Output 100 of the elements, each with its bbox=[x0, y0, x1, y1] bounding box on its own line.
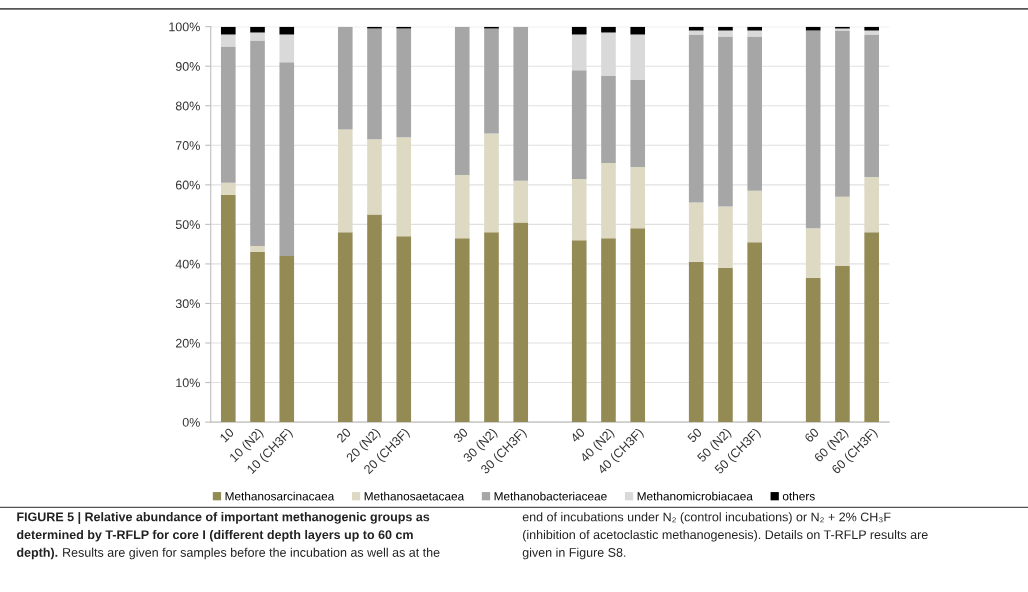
x-tick-label: 60 bbox=[804, 427, 820, 443]
y-tick-label: 80% bbox=[175, 101, 200, 111]
bar bbox=[835, 196, 850, 266]
text: determined by T-RFLP for core I (different depth layers up to 60 cm bbox=[16, 529, 413, 542]
bar bbox=[250, 246, 265, 253]
caption: FIGURE 5 | Relative abundance of important methanogenic groups as bbox=[17, 512, 430, 524]
bar bbox=[747, 242, 763, 423]
bar bbox=[718, 267, 733, 423]
bar bbox=[337, 232, 353, 423]
bar bbox=[279, 62, 295, 256]
bar bbox=[279, 34, 295, 63]
bar bbox=[220, 194, 236, 423]
bar bbox=[367, 139, 382, 215]
y-tick-label: 40% bbox=[175, 259, 200, 269]
bar bbox=[250, 26, 265, 33]
bar bbox=[805, 30, 821, 229]
bar bbox=[805, 277, 821, 423]
bar bbox=[805, 26, 821, 31]
bar bbox=[513, 180, 529, 223]
y-tick-label: 30% bbox=[175, 299, 200, 309]
bar bbox=[601, 238, 616, 423]
legend-label: Methanobacteriaceae bbox=[494, 491, 607, 501]
bar bbox=[571, 26, 587, 35]
bar bbox=[747, 36, 763, 191]
bar bbox=[571, 240, 587, 423]
bar bbox=[688, 261, 704, 423]
text: depth). bbox=[16, 547, 58, 560]
legend-label: others bbox=[782, 491, 815, 501]
y-tick-label: 50% bbox=[175, 220, 200, 230]
bar bbox=[396, 236, 412, 423]
bar bbox=[601, 76, 616, 164]
bar bbox=[337, 129, 353, 233]
bar bbox=[864, 176, 879, 233]
y-tick-label: 60% bbox=[175, 180, 200, 190]
x-tick-label: 20 bbox=[336, 427, 352, 443]
legend-label: Methanosarcinacaea bbox=[225, 491, 335, 501]
bar bbox=[513, 26, 529, 181]
bar bbox=[484, 28, 499, 134]
bar bbox=[718, 30, 733, 37]
bar bbox=[220, 34, 236, 47]
bar bbox=[864, 26, 879, 31]
text: Results are given for samples before the incubation as well as at the bbox=[63, 547, 440, 560]
bar bbox=[220, 182, 236, 195]
legend-label: Methanomicrobiacaea bbox=[637, 491, 753, 501]
bar bbox=[718, 26, 733, 31]
bar bbox=[601, 163, 616, 239]
bar bbox=[688, 34, 704, 203]
bar bbox=[630, 80, 646, 168]
bar bbox=[747, 190, 763, 243]
bar bbox=[805, 228, 821, 278]
text: (inhibition of acetoclastic methanogenesis). Details on T-RFLP results are bbox=[523, 529, 928, 542]
bar bbox=[688, 26, 704, 31]
bar bbox=[454, 26, 470, 175]
y-tick-label: 0% bbox=[182, 417, 200, 427]
bar bbox=[337, 26, 353, 130]
bar bbox=[747, 30, 763, 37]
bar bbox=[250, 252, 265, 423]
bar bbox=[747, 26, 763, 31]
bar bbox=[864, 34, 879, 177]
text: end of incubations under N₂ (control incubations) or N₂ + 2% CH₃F bbox=[522, 512, 891, 524]
y-tick-label: 90% bbox=[175, 61, 200, 71]
bar bbox=[454, 174, 470, 239]
bar bbox=[571, 70, 587, 179]
bar bbox=[864, 30, 879, 35]
bar bbox=[630, 26, 646, 35]
x-tick-label: 10 bbox=[219, 427, 235, 443]
bar bbox=[279, 26, 295, 35]
bar bbox=[367, 214, 382, 423]
bar bbox=[454, 238, 470, 423]
bar bbox=[513, 222, 529, 423]
bar bbox=[835, 30, 850, 197]
bar bbox=[688, 30, 704, 35]
bar bbox=[484, 133, 499, 233]
y-tick-label: 10% bbox=[176, 378, 200, 388]
bar bbox=[718, 206, 733, 268]
bar bbox=[864, 232, 879, 423]
bar bbox=[630, 228, 646, 423]
y-tick-label: 70% bbox=[175, 141, 200, 150]
bar bbox=[688, 202, 704, 262]
x-tick-label: 30 bbox=[452, 427, 469, 443]
bar bbox=[484, 232, 499, 423]
bar bbox=[571, 178, 587, 241]
text: given in Figure S8. bbox=[522, 547, 626, 560]
y-tick-label: 100% bbox=[169, 22, 200, 32]
bar bbox=[367, 28, 382, 140]
bar bbox=[279, 256, 295, 423]
bar bbox=[220, 26, 236, 35]
x-tick-label: 50 bbox=[686, 427, 703, 443]
x-tick-label: 40 bbox=[569, 427, 586, 444]
bar bbox=[250, 40, 265, 247]
y-tick-label: 20% bbox=[175, 338, 200, 348]
bar bbox=[396, 28, 412, 138]
bar bbox=[835, 265, 850, 423]
bar bbox=[718, 36, 733, 207]
bar bbox=[396, 137, 412, 237]
legend-label: Methanosaetacaea bbox=[364, 491, 465, 501]
bar bbox=[250, 32, 265, 41]
bar bbox=[630, 167, 646, 229]
bar bbox=[220, 46, 236, 183]
bar bbox=[601, 26, 616, 33]
